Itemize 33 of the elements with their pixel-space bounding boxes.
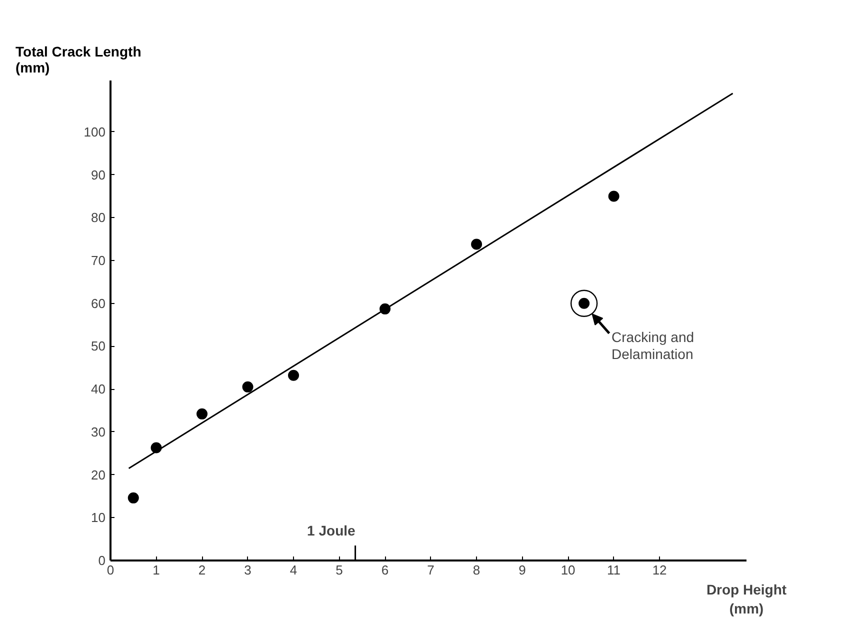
- point: [196, 408, 208, 420]
- point: [471, 238, 482, 250]
- y-tick-label: 60: [91, 296, 106, 311]
- x-tick-label: 11: [607, 562, 621, 578]
- y-tick-label: 50: [91, 338, 106, 354]
- y-axis-title: Total Crack Length (mm): [16, 44, 142, 76]
- x-tick-label: 6: [381, 562, 389, 578]
- y-tick-label: 20: [91, 467, 106, 482]
- x-tick-label: 3: [244, 562, 252, 578]
- x-tick-label: 1: [152, 562, 160, 578]
- x-tick-label: 9: [518, 562, 526, 578]
- y-tick-label: 30: [91, 424, 106, 440]
- annotation: Cracking and Delamination: [612, 329, 694, 362]
- point: [608, 190, 620, 202]
- y-tick-label: 40: [91, 382, 106, 397]
- point: [128, 492, 139, 504]
- x-tick-label: 5: [336, 562, 343, 578]
- x-axis-title: Drop Height (mm): [706, 582, 787, 617]
- y-tick-label: 80: [91, 210, 106, 226]
- y-tick-label: 10: [91, 510, 106, 526]
- y-tick-label: 0: [98, 553, 106, 568]
- y-tick-label: 90: [91, 167, 106, 182]
- x-tick-label: 8: [472, 562, 480, 578]
- x-tick-label: 10: [560, 562, 576, 578]
- x-tick-label: 12: [652, 562, 667, 578]
- point: [242, 381, 254, 392]
- y-tick-label: 70: [91, 253, 106, 268]
- x-tick-label: 2: [198, 562, 206, 578]
- x-tick-label: 7: [427, 562, 434, 578]
- y-tick-label: 100: [84, 124, 106, 140]
- x-tick-label: 4: [290, 562, 298, 578]
- point: [288, 370, 300, 381]
- ref-line-label: 1 Joule: [307, 522, 356, 538]
